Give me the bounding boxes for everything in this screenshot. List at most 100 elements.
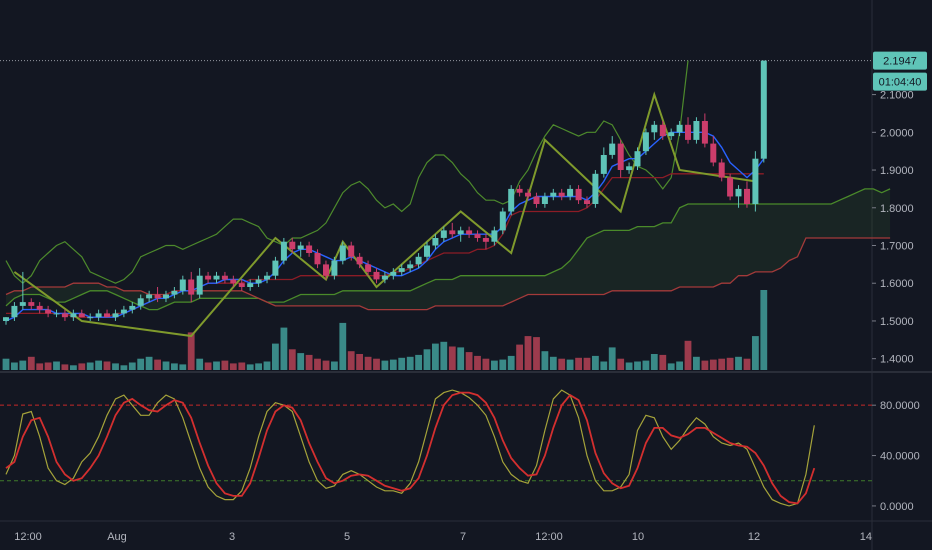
volume-bar [44,362,52,370]
candle-body [196,275,203,295]
candle-body [280,241,287,261]
volume-bar [735,356,742,370]
candle-body [567,188,574,197]
candle-body [600,155,607,174]
volume-bar [625,362,633,370]
volume-bar [415,354,422,370]
volume-bar [432,343,439,370]
price-tick-label: 1.7000 [880,241,914,253]
candle-body [306,245,313,253]
candle-body [95,313,102,318]
time-tick-label: 3 [229,531,235,543]
volume-bar [634,361,641,370]
volume-bar [491,360,498,370]
time-tick-label: 12 [748,531,760,543]
volume-bar [204,362,212,370]
candle-body [137,298,144,306]
candle-body [154,294,161,299]
volume-bar [187,332,195,370]
volume-bar [752,336,759,370]
volume-bar [507,355,515,370]
volume-bar [457,347,465,370]
candle-body [474,234,481,238]
candle-body [440,230,447,238]
volume-bar [474,355,481,370]
volume-bar [373,358,380,370]
time-tick-label: 7 [460,531,466,543]
leading-span-b-line [5,237,891,311]
volume-bar [642,360,650,370]
volume-bar [128,362,136,370]
volume-bar [676,361,683,370]
last-price-badge [873,51,927,70]
candle-body [508,188,515,212]
volume-bar [600,361,608,370]
volume-bar [356,354,363,370]
volume-bar [86,362,94,370]
candle-body [449,230,456,235]
volume-bar [78,363,86,370]
time-tick-label: 10 [632,531,644,543]
volume-bar [95,360,102,370]
candle-body [634,151,641,167]
volume-bar [709,359,717,370]
price-axis[interactable]: 2.1000 2.0000 1.9000 1.8000 1.7000 1.6000 1.50… [872,90,920,513]
candle-body [592,173,599,204]
volume-bar [566,359,574,370]
volume-bar [238,362,246,370]
time-axis[interactable]: 12:00 Aug 3 5 7 12:00 10 12 14 [14,531,872,543]
candle-body [550,192,557,197]
candle-body [255,279,262,284]
time-tick-label: 12:00 [14,531,42,543]
candle-body [533,196,540,204]
candle-body [617,143,624,170]
volume-bar [592,355,599,370]
stoch-k-line [5,389,815,507]
volume-bar [347,351,355,370]
price-tick-label: 1.5000 [880,316,914,328]
volume-bar [448,346,456,370]
volume-bar [305,354,313,370]
volume-bar [482,358,490,370]
candle-body [735,188,742,197]
volume-bar [364,356,372,370]
volume-bar [423,349,431,370]
volume-bar [19,360,27,370]
volume-bar [389,359,397,370]
volume-bar [280,327,288,370]
candle-body [676,124,683,133]
candle-body [457,230,464,235]
candle-body [609,143,616,155]
osc-tick-label: 0.0000 [880,501,914,513]
volume-bar [499,359,507,370]
last-price-label: 2.1947 [883,56,917,68]
candle-body [651,124,658,133]
candle-body [28,302,35,306]
volume-bar [465,352,473,370]
candle-body [323,264,329,276]
candle-body [693,121,700,140]
candle-body [129,305,136,310]
volume-bar [137,358,145,370]
volume-bar [684,340,692,370]
osc-tick-label: 40.0000 [880,451,920,463]
countdown-badge [873,72,927,91]
volume-bar [112,363,119,370]
volume-bar [179,364,187,370]
candle-body [112,313,119,318]
volume-bar [726,357,734,370]
candle-body [104,313,110,318]
volume-bar [53,361,60,370]
volume-bar [103,361,111,370]
volume-bar [440,341,448,370]
candle-body [659,124,666,137]
volume-bar [406,356,414,370]
candle-body [718,162,725,178]
time-tick-label: 5 [344,531,350,543]
candle-body [432,238,439,246]
candle-body [390,271,397,276]
candle-body [373,271,380,280]
candle-body [230,279,237,284]
